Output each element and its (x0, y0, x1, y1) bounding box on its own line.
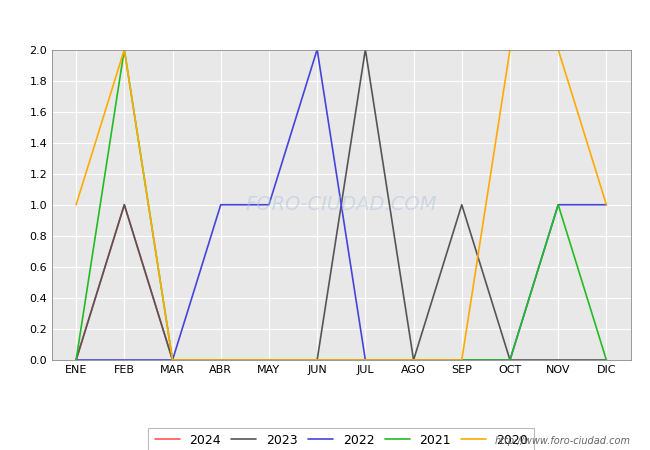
2024 (72, 357, 80, 363)
2022 (554, 202, 562, 207)
2023 (361, 47, 369, 52)
Line: 2021: 2021 (76, 50, 606, 360)
Line: 2022: 2022 (76, 50, 606, 360)
2021 (120, 47, 128, 52)
2022 (72, 357, 80, 363)
2021 (72, 357, 80, 363)
2021 (506, 357, 514, 363)
2020 (168, 357, 176, 363)
2021 (265, 357, 273, 363)
2023 (265, 357, 273, 363)
2020 (120, 47, 128, 52)
2022 (361, 357, 369, 363)
2022 (458, 357, 465, 363)
2020 (72, 202, 80, 207)
Line: 2024: 2024 (76, 205, 317, 360)
2024 (313, 357, 321, 363)
2020 (265, 357, 273, 363)
Text: Matriculaciones de Vehiculos en Valdastillas: Matriculaciones de Vehiculos en Valdasti… (142, 11, 508, 29)
Text: FORO-CIUDAD.COM: FORO-CIUDAD.COM (246, 195, 437, 214)
2020 (554, 47, 562, 52)
2022 (120, 357, 128, 363)
2024 (168, 357, 176, 363)
2021 (458, 357, 465, 363)
2022 (168, 357, 176, 363)
Line: 2020: 2020 (76, 50, 606, 360)
2021 (217, 357, 225, 363)
2020 (217, 357, 225, 363)
2022 (217, 202, 225, 207)
2023 (506, 357, 514, 363)
2024 (265, 357, 273, 363)
2023 (603, 357, 610, 363)
2023 (217, 357, 225, 363)
2020 (410, 357, 417, 363)
2022 (265, 202, 273, 207)
Line: 2023: 2023 (76, 50, 606, 360)
2022 (603, 202, 610, 207)
2022 (313, 47, 321, 52)
2024 (217, 357, 225, 363)
2021 (168, 357, 176, 363)
2021 (361, 357, 369, 363)
2023 (72, 357, 80, 363)
2024 (120, 202, 128, 207)
2021 (313, 357, 321, 363)
Text: http://www.foro-ciudad.com: http://www.foro-ciudad.com (495, 436, 630, 446)
Legend: 2024, 2023, 2022, 2021, 2020: 2024, 2023, 2022, 2021, 2020 (148, 428, 534, 450)
2023 (120, 202, 128, 207)
2023 (313, 357, 321, 363)
2020 (506, 47, 514, 52)
2020 (313, 357, 321, 363)
2022 (410, 357, 417, 363)
2023 (458, 202, 465, 207)
2021 (410, 357, 417, 363)
2021 (554, 202, 562, 207)
2020 (458, 357, 465, 363)
2023 (168, 357, 176, 363)
2020 (603, 202, 610, 207)
2023 (554, 357, 562, 363)
2020 (361, 357, 369, 363)
2023 (410, 357, 417, 363)
2022 (506, 357, 514, 363)
2021 (603, 357, 610, 363)
